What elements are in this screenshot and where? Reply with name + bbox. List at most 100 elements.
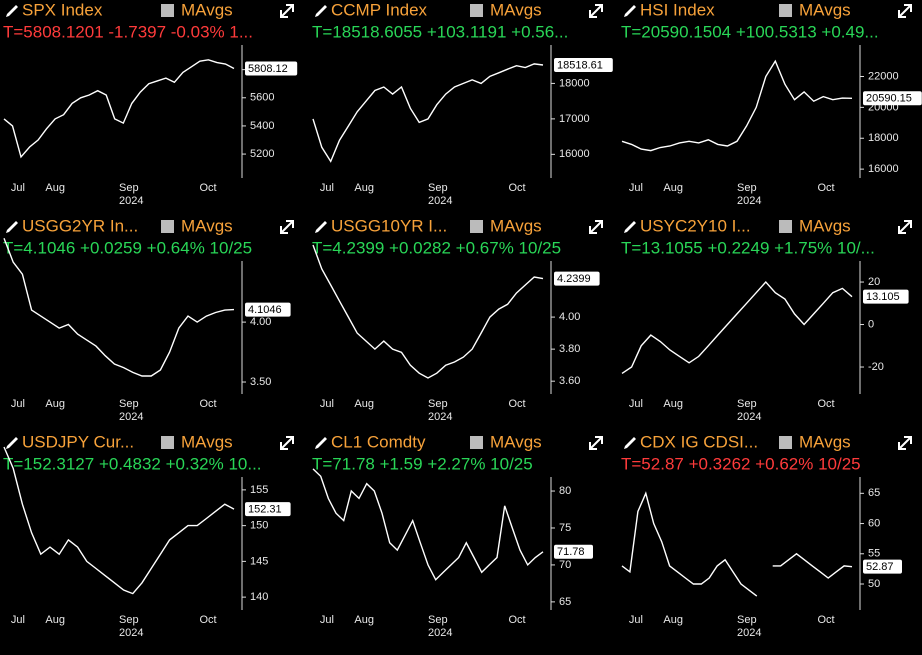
last-value-box [245, 61, 298, 76]
x-tick-label: Aug [45, 398, 65, 410]
toggle-box[interactable] [470, 436, 483, 449]
x-tick-label: Aug [663, 398, 683, 410]
x-tick-label: Aug [354, 398, 374, 410]
expand-icon[interactable] [898, 220, 912, 234]
y-tick-label: 4.00 [250, 316, 271, 328]
expand-icon[interactable] [898, 436, 912, 450]
panel-title: HSI Index [640, 0, 715, 19]
x-tick-label: Sep [119, 614, 139, 626]
panel-title: CDX IG CDSI... [640, 432, 758, 451]
toggle-label: MAvgs [490, 216, 542, 235]
x-tick-label: Aug [354, 614, 374, 626]
x-tick-label: Sep [428, 614, 448, 626]
last-value-label: 152.31 [248, 504, 282, 516]
y-tick-label: 55 [868, 548, 880, 560]
stats-line: T=13.1055 +0.2249 +1.75% 10/... [621, 238, 875, 257]
toggle-box[interactable] [470, 4, 483, 17]
stats-line: T=5808.1201 -1.7397 -0.03% 1... [3, 22, 253, 41]
panel-title: USGG10YR I... [331, 216, 447, 235]
last-value-label: 71.78 [557, 546, 585, 558]
x-tick-label: Sep [428, 398, 448, 410]
x-tick-label: Jul [629, 182, 643, 194]
y-tick-label: 65 [868, 487, 880, 499]
toggle-box[interactable] [161, 220, 174, 233]
toggle-label: MAvgs [181, 432, 233, 451]
panel-title: USYC2Y10 I... [640, 216, 751, 235]
toggle-label: MAvgs [490, 432, 542, 451]
edit-icon[interactable] [315, 437, 327, 449]
x-tick-label: Jul [320, 182, 334, 194]
expand-icon[interactable] [589, 436, 603, 450]
x-tick-label: Sep [428, 182, 448, 194]
expand-icon[interactable] [589, 220, 603, 234]
last-value-label: 5808.12 [248, 63, 288, 75]
x-year-label: 2024 [737, 195, 761, 207]
y-tick-label: 4.00 [559, 311, 580, 323]
x-year-label: 2024 [737, 627, 761, 639]
toggle-box[interactable] [779, 436, 792, 449]
stats-line: T=4.2399 +0.0282 +0.67% 10/25 [312, 238, 561, 257]
x-tick-label: Oct [200, 398, 217, 410]
last-value-box [554, 58, 613, 73]
y-tick-label: 3.60 [559, 375, 580, 387]
edit-icon[interactable] [315, 5, 327, 17]
price-line [3, 237, 235, 377]
expand-icon[interactable] [898, 4, 912, 18]
y-tick-label: 80 [559, 485, 571, 497]
x-tick-label: Sep [737, 182, 757, 194]
y-tick-label: 3.50 [250, 376, 271, 388]
panel: USGG2YR In... MAvgs T=4.1046 +0.0259 +0.64… [3, 216, 294, 423]
edit-icon[interactable] [624, 5, 636, 17]
x-year-label: 2024 [119, 411, 143, 423]
price-line [621, 491, 853, 597]
y-tick-label: 18000 [559, 77, 590, 89]
y-tick-label: 17000 [559, 113, 590, 125]
toggle-box[interactable] [470, 220, 483, 233]
y-tick-label: 3.80 [559, 343, 580, 355]
toggle-label: MAvgs [181, 216, 233, 235]
toggle-box[interactable] [779, 4, 792, 17]
price-line [312, 63, 544, 163]
y-tick-label: 5400 [250, 120, 274, 132]
last-value-box [863, 559, 902, 574]
toggle-label: MAvgs [181, 0, 233, 19]
y-tick-label: 75 [559, 522, 571, 534]
edit-icon[interactable] [6, 221, 18, 233]
toggle-label: MAvgs [799, 216, 851, 235]
x-tick-label: Oct [509, 614, 526, 626]
x-tick-label: Sep [119, 182, 139, 194]
edit-icon[interactable] [6, 437, 18, 449]
expand-icon[interactable] [280, 220, 294, 234]
last-value-label: 20590.15 [866, 93, 912, 105]
x-tick-label: Jul [11, 614, 25, 626]
panel-title: CL1 Comdty [331, 432, 426, 451]
y-tick-label: 150 [250, 520, 268, 532]
edit-icon[interactable] [624, 437, 636, 449]
y-tick-label: 5600 [250, 92, 274, 104]
x-tick-label: Jul [629, 398, 643, 410]
edit-icon[interactable] [315, 221, 327, 233]
x-tick-label: Oct [818, 398, 835, 410]
edit-icon[interactable] [6, 5, 18, 17]
last-value-box [554, 271, 600, 286]
expand-icon[interactable] [280, 436, 294, 450]
edit-icon[interactable] [624, 221, 636, 233]
toggle-box[interactable] [779, 220, 792, 233]
y-tick-label: 16000 [559, 148, 590, 160]
last-value-label: 13.105 [866, 291, 900, 303]
x-year-label: 2024 [119, 627, 143, 639]
panel-title: USDJPY Cur... [22, 432, 134, 451]
x-tick-label: Oct [509, 398, 526, 410]
y-tick-label: -20 [868, 361, 884, 373]
y-tick-label: 145 [250, 555, 268, 567]
x-year-label: 2024 [428, 411, 452, 423]
panel-title: USGG2YR In... [22, 216, 138, 235]
expand-icon[interactable] [280, 4, 294, 18]
expand-icon[interactable] [589, 4, 603, 18]
toggle-box[interactable] [161, 436, 174, 449]
toggle-box[interactable] [161, 4, 174, 17]
stats-line: T=152.3127 +0.4832 +0.32% 10... [3, 454, 262, 473]
x-tick-label: Oct [200, 614, 217, 626]
x-tick-label: Sep [737, 398, 757, 410]
panel: USYC2Y10 I... MAvgs T=13.1055 +0.2249 +1.7… [621, 216, 912, 423]
